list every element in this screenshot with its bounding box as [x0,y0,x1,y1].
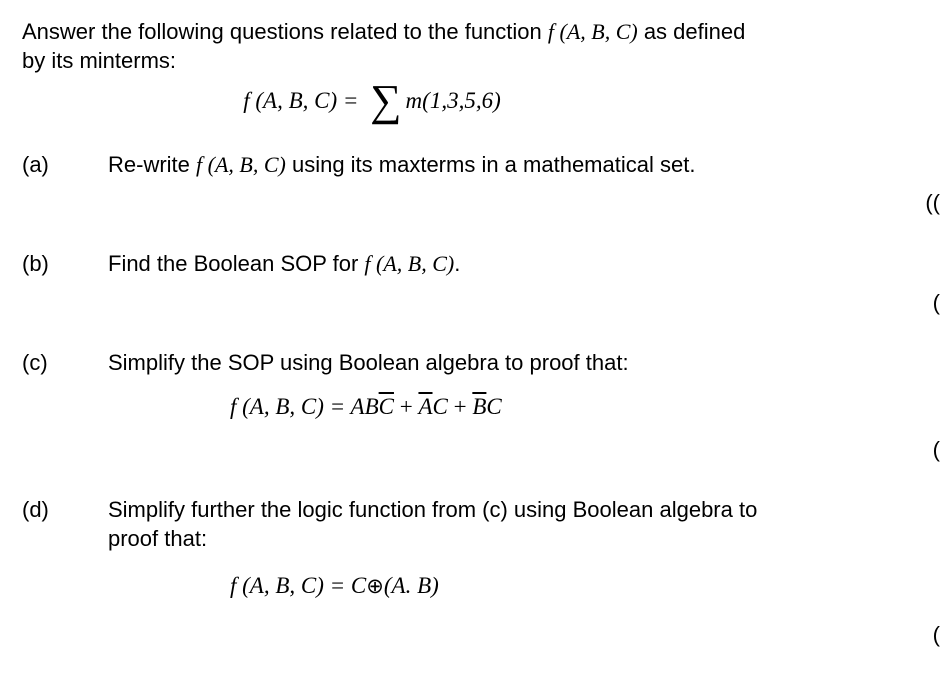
part-b-t2: . [454,251,460,276]
eq-c-plus2: + [448,394,472,419]
eq-c-abar: A [418,394,432,419]
part-d-row: (d) Simplify further the logic function … [22,496,942,553]
intro-fn: f (A, B, C) [548,19,638,44]
eq-d-rhs: (A. B) [384,573,439,598]
eq-d-lhs: f (A, B, C) = C [230,573,366,598]
part-d-marks: ( [22,621,942,650]
part-c-marks: ( [22,436,942,465]
part-c-row: (c) Simplify the SOP using Boolean algeb… [22,349,942,378]
part-b-t1: Find the Boolean SOP for [108,251,364,276]
part-a-text: Re-write f (A, B, C) using its maxterms … [108,151,942,180]
part-b-label: (b) [22,250,108,279]
intro-line1b: as defined [638,19,746,44]
part-b-text: Find the Boolean SOP for f (A, B, C). [108,250,942,279]
part-b-marks: ( [22,289,942,318]
part-a-marks: (( [22,189,942,218]
intro-line2: by its minterms: [22,48,176,73]
eq-c-lhs: f (A, B, C) = [230,394,351,419]
part-a-t2: using its maxterms in a mathematical set… [286,152,696,177]
eq-c-cbar1: C [379,394,394,419]
part-d-equation: f (A, B, C) = C⊕(A. B) [230,571,942,601]
main-eq-lhs: f (A, B, C) = [243,88,364,113]
part-c-equation: f (A, B, C) = ABC + AC + BC [230,392,942,422]
main-eq-rhs: m(1,3,5,6) [406,88,501,113]
part-d-t2: proof that: [108,526,207,551]
part-b-fn: f (A, B, C) [364,251,454,276]
part-d-text: Simplify further the logic function from… [108,496,942,553]
part-c-t1: Simplify the SOP using Boolean algebra t… [108,350,629,375]
intro-line1a: Answer the following questions related t… [22,19,548,44]
xor-icon: ⊕ [366,574,384,598]
eq-c-c1: C [433,394,448,419]
part-a-fn: f (A, B, C) [196,152,286,177]
exam-question-page: Answer the following questions related t… [0,0,942,650]
part-d-label: (d) [22,496,108,525]
part-a-label: (a) [22,151,108,180]
eq-c-ab: AB [351,394,379,419]
part-b-row: (b) Find the Boolean SOP for f (A, B, C)… [22,250,942,279]
part-a-t1: Re-write [108,152,196,177]
part-a-row: (a) Re-write f (A, B, C) using its maxte… [22,151,942,180]
part-c-label: (c) [22,349,108,378]
intro-text: Answer the following questions related t… [22,18,942,75]
eq-c-plus1: + [394,394,418,419]
eq-c-c2: C [486,394,501,419]
sigma-icon: ∑ [364,81,405,121]
main-equation: f (A, B, C) = ∑m(1,3,5,6) [22,83,722,123]
part-c-text: Simplify the SOP using Boolean algebra t… [108,349,942,378]
eq-c-bbar: B [472,394,486,419]
part-d-t1: Simplify further the logic function from… [108,497,757,522]
